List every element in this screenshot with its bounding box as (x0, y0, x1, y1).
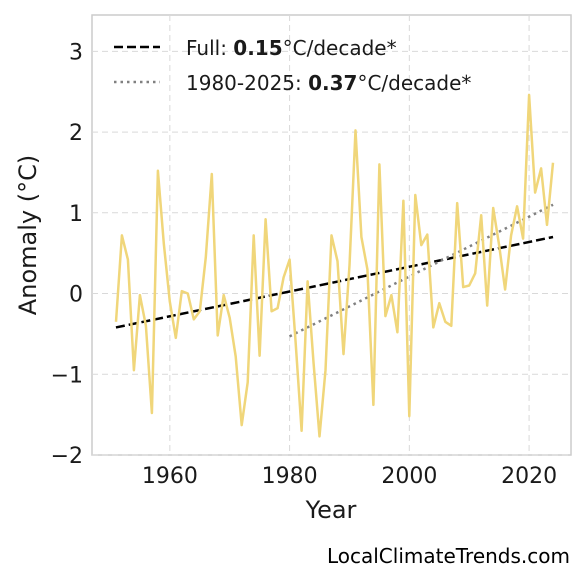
legend-full-prefix: Full: (186, 36, 233, 60)
x-tick-label: 2000 (381, 464, 437, 489)
x-tick-label: 1980 (262, 464, 318, 489)
y-tick-label: 2 (69, 121, 83, 146)
chart: 1960 1980 2000 2020 −2 −1 0 1 2 3 Year Anomaly (… (14, 14, 572, 524)
trend-line-full (115, 235, 554, 329)
y-tick-label: 3 (69, 40, 83, 65)
gridlines (92, 15, 571, 456)
y-axis-label: Anomaly (°C) (14, 155, 42, 315)
legend-full-value: 0.15 (233, 36, 282, 60)
legend-recent-value: 0.37 (308, 71, 357, 95)
trend-lines (115, 203, 554, 338)
legend-recent-suffix: °C/decade* (357, 71, 471, 95)
x-axis-label: Year (305, 496, 357, 524)
credit-text: LocalClimateTrends.com (326, 544, 570, 568)
legend-entry-full: Full: 0.15°C/decade* (186, 36, 397, 60)
data-series (114, 93, 555, 438)
y-tick-label: −2 (51, 444, 83, 469)
legend-entry-recent: 1980-2025: 0.37°C/decade* (186, 71, 471, 95)
y-tick-label: 0 (69, 283, 83, 308)
y-tick-label: 1 (69, 202, 83, 227)
legend-recent-prefix: 1980-2025: (186, 71, 308, 95)
x-tick-label: 1960 (142, 464, 198, 489)
legend: Full: 0.15°C/decade* 1980-2025: 0.37°C/d… (114, 36, 471, 95)
y-axis-ticks: −2 −1 0 1 2 3 (51, 40, 83, 469)
legend-full-suffix: °C/decade* (283, 36, 397, 60)
x-axis-ticks: 1960 1980 2000 2020 (142, 464, 557, 489)
y-tick-label: −1 (51, 363, 83, 388)
anomaly-series-line (114, 93, 555, 438)
x-tick-label: 2020 (501, 464, 557, 489)
